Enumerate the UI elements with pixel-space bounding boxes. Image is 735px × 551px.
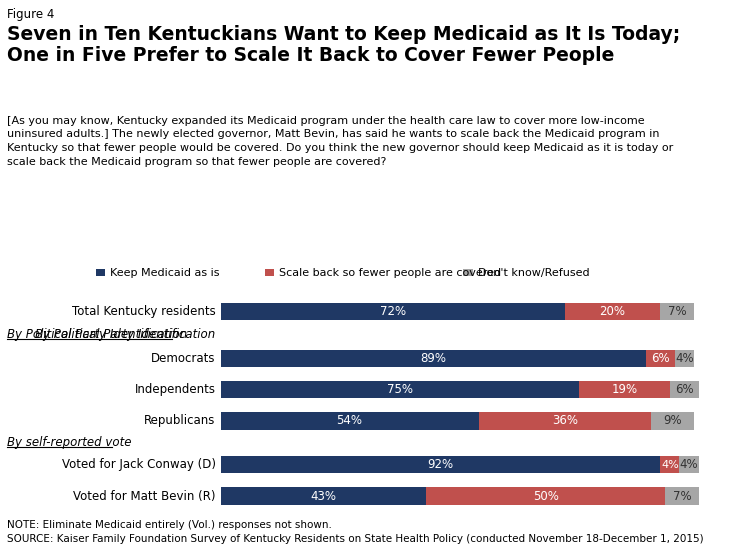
Text: Scale back so fewer people are covered: Scale back so fewer people are covered xyxy=(279,268,501,278)
Text: 6%: 6% xyxy=(675,383,694,396)
Text: By Political Party Identification: By Political Party Identification xyxy=(35,328,215,342)
Bar xyxy=(675,350,694,367)
Text: 4%: 4% xyxy=(675,352,694,365)
Bar xyxy=(426,488,665,505)
Text: 9%: 9% xyxy=(663,414,681,428)
Bar xyxy=(650,412,694,430)
Bar xyxy=(478,412,650,430)
Text: By self-reported vote: By self-reported vote xyxy=(7,436,132,450)
Bar xyxy=(660,303,694,320)
Text: 89%: 89% xyxy=(420,352,446,365)
Text: By Political Party Identification: By Political Party Identification xyxy=(7,328,187,342)
Text: Independents: Independents xyxy=(135,383,215,396)
Bar xyxy=(660,456,679,473)
Text: 36%: 36% xyxy=(552,414,578,428)
Bar xyxy=(220,456,660,473)
Bar xyxy=(220,412,478,430)
Text: Keep Medicaid as is: Keep Medicaid as is xyxy=(110,268,220,278)
Text: THE HENRY J.: THE HENRY J. xyxy=(642,505,684,510)
Text: Republicans: Republicans xyxy=(144,414,215,428)
Bar xyxy=(220,488,426,505)
Text: 50%: 50% xyxy=(533,489,559,503)
Text: 72%: 72% xyxy=(379,305,406,318)
Text: 19%: 19% xyxy=(612,383,637,396)
Text: SOURCE: Kaiser Family Foundation Survey of Kentucky Residents on State Health Po: SOURCE: Kaiser Family Foundation Survey … xyxy=(7,534,704,544)
Bar xyxy=(670,381,698,398)
Text: 4%: 4% xyxy=(680,458,698,471)
Text: 54%: 54% xyxy=(337,414,362,428)
Text: Total Kentucky residents: Total Kentucky residents xyxy=(72,305,215,318)
Text: FAMILY: FAMILY xyxy=(645,528,682,538)
Bar xyxy=(220,381,579,398)
Text: 7%: 7% xyxy=(668,305,686,318)
Text: NOTE: Eliminate Medicaid entirely (Vol.) responses not shown.: NOTE: Eliminate Medicaid entirely (Vol.)… xyxy=(7,520,332,530)
Text: Democrats: Democrats xyxy=(151,352,215,365)
Bar xyxy=(665,488,698,505)
Text: Figure 4: Figure 4 xyxy=(7,8,54,21)
Bar xyxy=(646,350,675,367)
Text: 20%: 20% xyxy=(600,305,625,318)
Text: 7%: 7% xyxy=(673,489,691,503)
Text: FOUNDATION: FOUNDATION xyxy=(637,539,689,545)
Text: Seven in Ten Kentuckians Want to Keep Medicaid as It Is Today;
One in Five Prefe: Seven in Ten Kentuckians Want to Keep Me… xyxy=(7,25,681,65)
Text: 4%: 4% xyxy=(661,460,679,470)
Bar xyxy=(564,303,660,320)
Bar xyxy=(220,303,564,320)
Text: [As you may know, Kentucky expanded its Medicaid program under the health care l: [As you may know, Kentucky expanded its … xyxy=(7,116,673,166)
Text: 92%: 92% xyxy=(427,458,453,471)
Text: Voted for Matt Bevin (R): Voted for Matt Bevin (R) xyxy=(74,489,215,503)
Text: KAISER: KAISER xyxy=(638,515,689,528)
Bar xyxy=(579,381,670,398)
Text: 43%: 43% xyxy=(310,489,337,503)
Bar xyxy=(679,456,698,473)
Bar xyxy=(220,350,646,367)
Text: 75%: 75% xyxy=(387,383,413,396)
Text: 6%: 6% xyxy=(651,352,670,365)
Text: Don't know/Refused: Don't know/Refused xyxy=(478,268,589,278)
Text: Voted for Jack Conway (D): Voted for Jack Conway (D) xyxy=(62,458,215,471)
